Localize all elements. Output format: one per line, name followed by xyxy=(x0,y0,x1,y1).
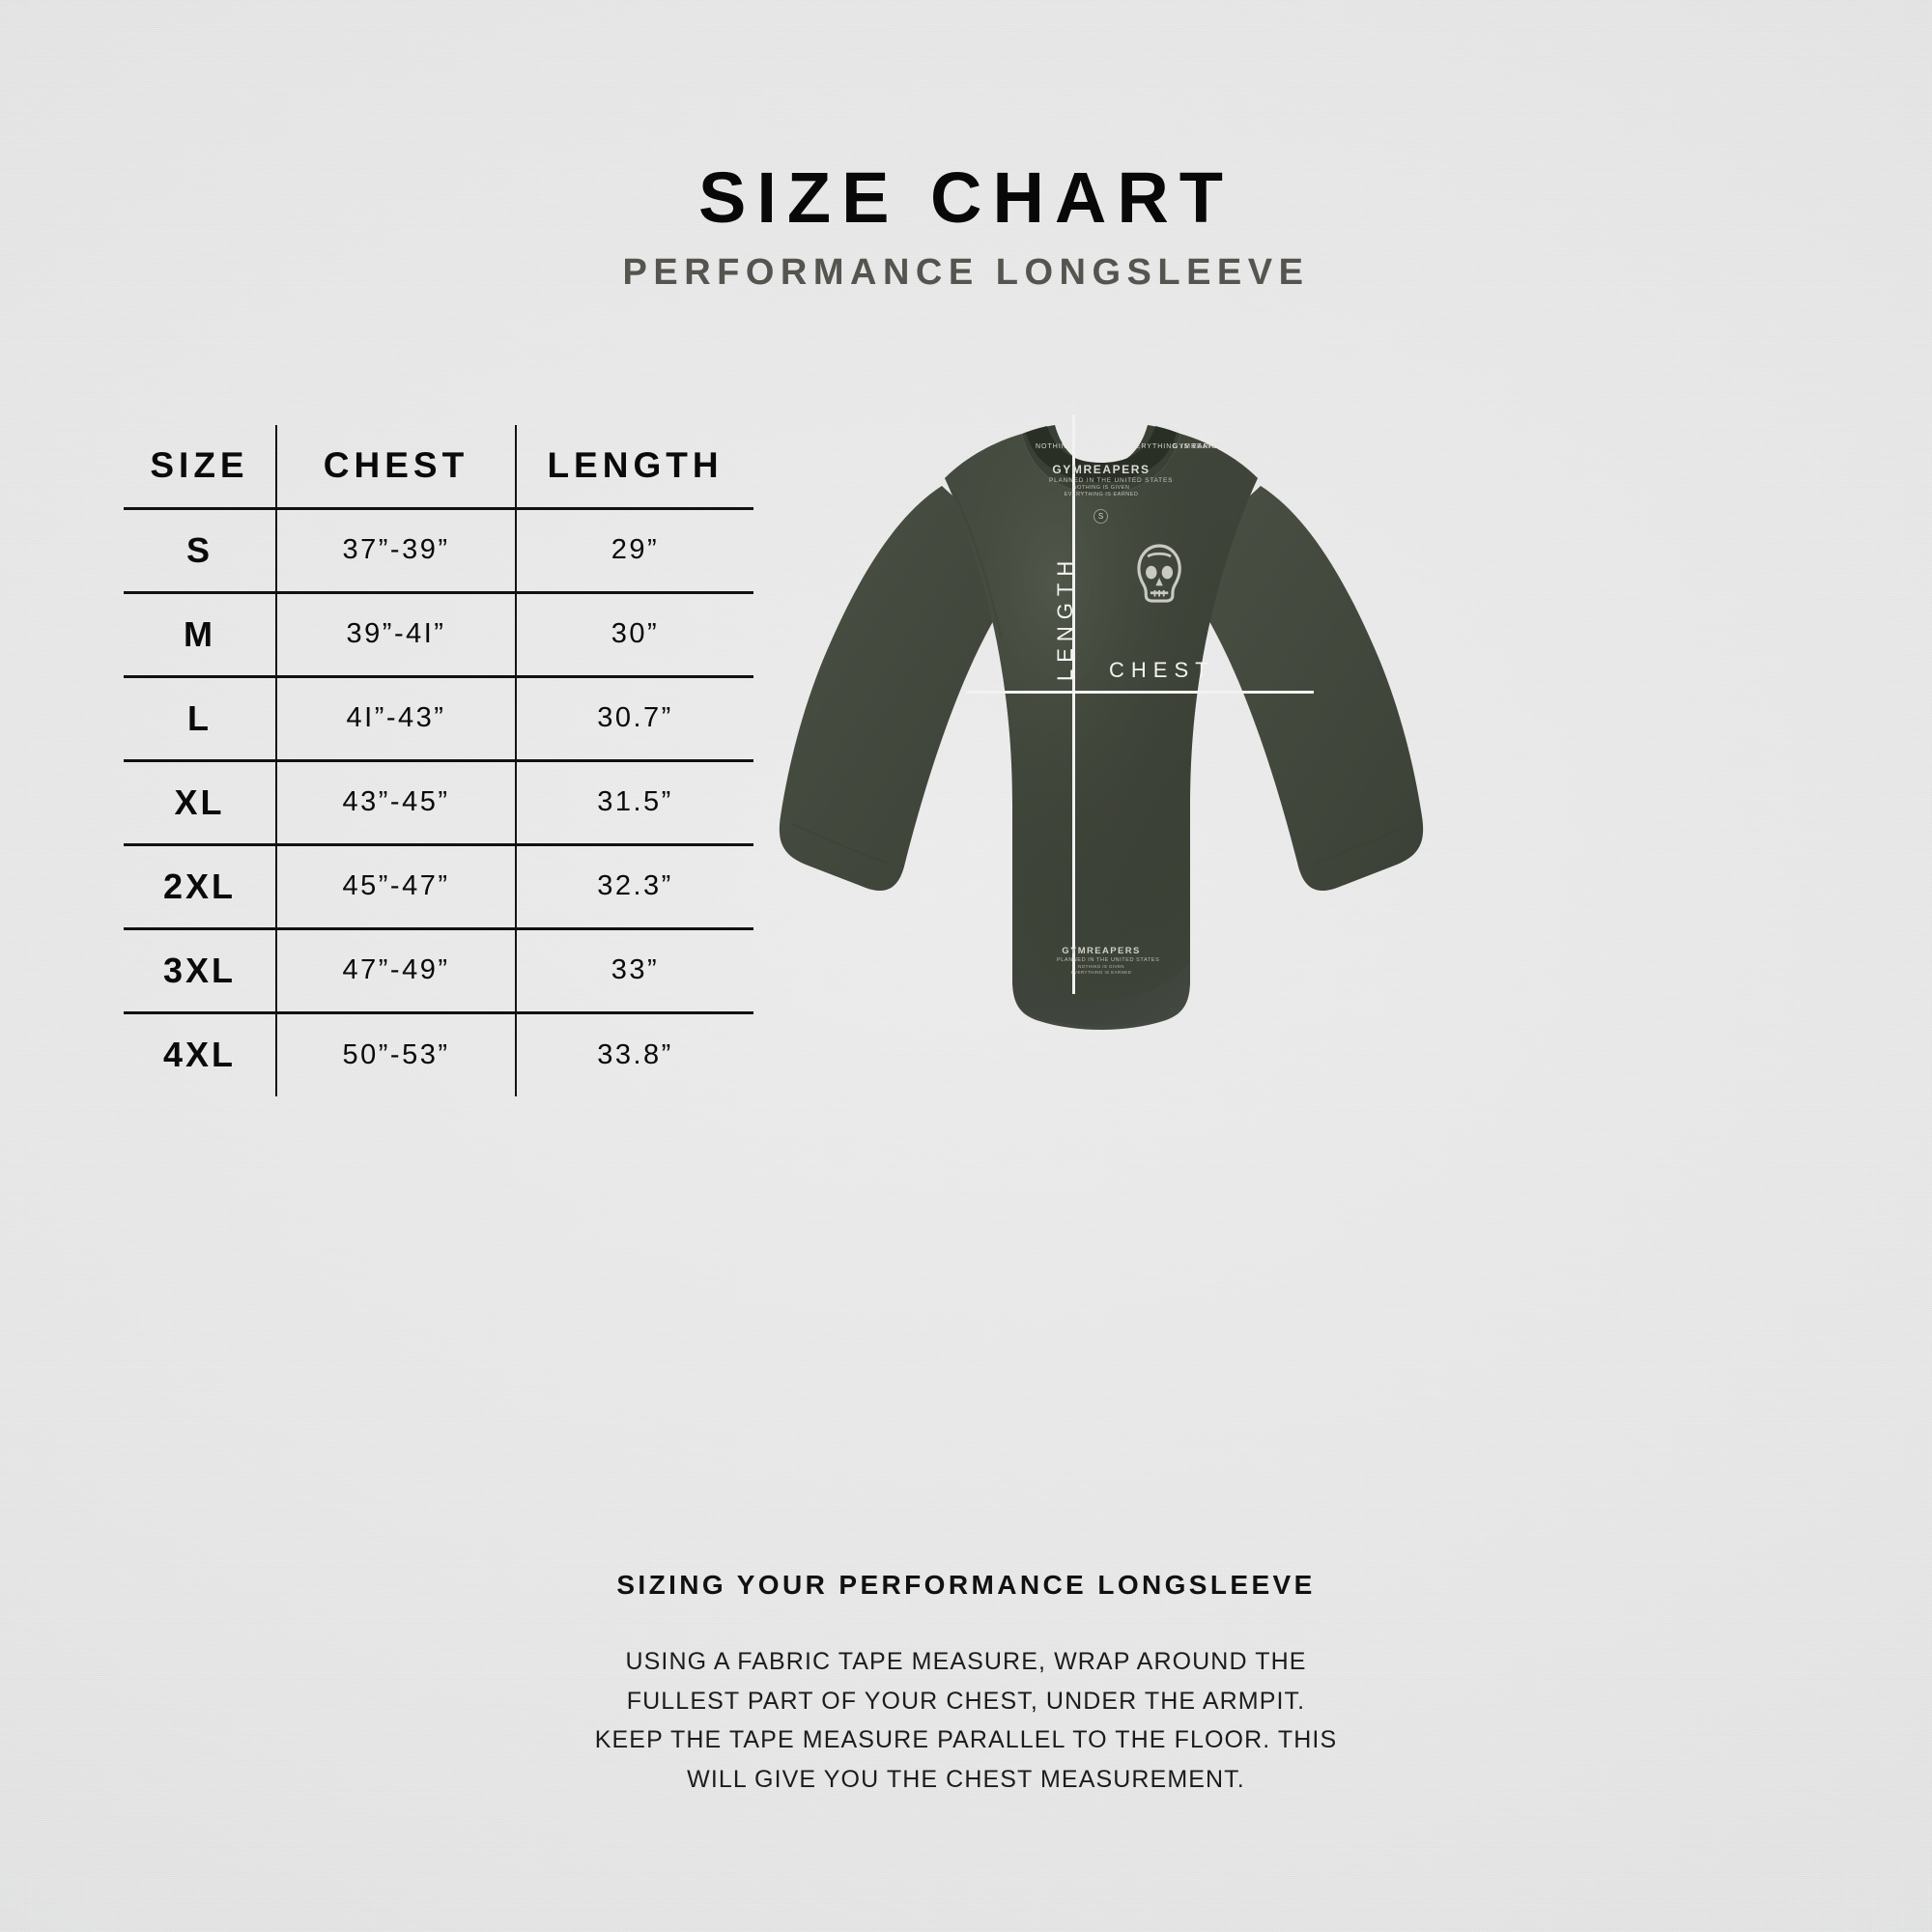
table-body: S 37”-39” 29” M 39”-4I” 30” L 4I”-43” 30… xyxy=(124,508,753,1096)
cell-chest: 4I”-43” xyxy=(275,676,516,762)
neck-tape-text-left: NOTHING IS GIVEN // EVERYTHING IS EARNED xyxy=(1036,443,1227,450)
length-measure-line xyxy=(1072,414,1075,994)
column-header-chest: CHEST xyxy=(275,425,516,510)
table-row: M 39”-4I” 30” xyxy=(124,592,753,678)
cell-length: 30” xyxy=(515,592,753,678)
chest-label: CHEST xyxy=(1109,658,1215,682)
neck-label-care1: NOTHING IS GIVEN xyxy=(1072,485,1130,492)
neck-size-badge: S xyxy=(1094,509,1108,524)
hem-label-care2: EVERYTHING IS EARNED xyxy=(1070,970,1132,976)
cell-length: 33.8” xyxy=(515,1012,753,1096)
cell-length: 29” xyxy=(515,508,753,594)
shirt-left-seam xyxy=(952,489,1002,638)
table-row: 4XL 50”-53” 33.8” xyxy=(124,1012,753,1096)
cell-size: S xyxy=(124,508,276,594)
cell-length: 31.5” xyxy=(515,760,753,846)
shirt-collar xyxy=(1022,425,1180,494)
table-row: 3XL 47”-49” 33” xyxy=(124,928,753,1014)
cell-length: 30.7” xyxy=(515,676,753,762)
product-image: LENGTH CHEST NOTHING IS GIVEN // EVERYTH… xyxy=(773,401,1430,1077)
footer-line: FULLEST PART OF YOUR CHEST, UNDER THE AR… xyxy=(626,1687,1306,1715)
shirt-left-cuff xyxy=(791,823,888,864)
table-row: L 4I”-43” 30.7” xyxy=(124,676,753,762)
hem-label-care1: NOTHING IS GIVEN xyxy=(1078,964,1124,970)
cell-size: 3XL xyxy=(124,928,276,1014)
table-row: S 37”-39” 29” xyxy=(124,508,753,594)
column-header-length: LENGTH xyxy=(515,425,753,510)
footer-line: KEEP THE TAPE MEASURE PARALLEL TO THE FL… xyxy=(594,1726,1338,1753)
footer-line: USING A FABRIC TAPE MEASURE, WRAP AROUND… xyxy=(625,1648,1307,1675)
skull-logo xyxy=(1137,544,1181,603)
footer-heading: SIZING YOUR PERFORMANCE LONGSLEEVE xyxy=(616,1570,1316,1600)
page-title: SIZE CHART xyxy=(698,157,1234,238)
footer-line: WILL GIVE YOU THE CHEST MEASUREMENT. xyxy=(687,1765,1245,1793)
cell-chest: 37”-39” xyxy=(275,508,516,594)
table-row: XL 43”-45” 31.5” xyxy=(124,760,753,846)
neck-label: GYMREAPERS PLANNED IN THE UNITED STATES … xyxy=(1049,463,1174,498)
cell-size: L xyxy=(124,676,276,762)
cell-length: 32.3” xyxy=(515,844,753,930)
neck-tape-text-brand: GYMREAPERS xyxy=(1173,443,1231,450)
size-chart-table: SIZE CHEST LENGTH S 37”-39” 29” M 39”-4I… xyxy=(124,425,753,1096)
cell-size: M xyxy=(124,592,276,678)
page-subtitle: PERFORMANCE LONGSLEEVE xyxy=(622,252,1310,293)
shirt-right-cuff xyxy=(1315,823,1411,864)
neck-label-made: PLANNED IN THE UNITED STATES xyxy=(1049,477,1174,484)
cell-chest: 39”-4I” xyxy=(275,592,516,678)
table-header-row: SIZE CHEST LENGTH xyxy=(124,425,753,510)
hem-label-brand: GYMREAPERS xyxy=(1062,946,1141,956)
shirt-right-sleeve xyxy=(1173,486,1424,892)
neck-label-brand: GYMREAPERS xyxy=(1052,463,1151,476)
cell-length: 33” xyxy=(515,928,753,1014)
cell-chest: 45”-47” xyxy=(275,844,516,930)
shirt-shading xyxy=(945,434,1258,1026)
neck-label-care2: EVERYTHING IS EARNED xyxy=(1064,492,1139,497)
cell-chest: 47”-49” xyxy=(275,928,516,1014)
cell-size: XL xyxy=(124,760,276,846)
length-label: LENGTH xyxy=(1053,554,1077,681)
table-row: 2XL 45”-47” 32.3” xyxy=(124,844,753,930)
cell-chest: 43”-45” xyxy=(275,760,516,846)
table-header: SIZE CHEST LENGTH xyxy=(124,425,753,510)
cell-size: 2XL xyxy=(124,844,276,930)
footer-instructions: USING A FABRIC TAPE MEASURE, WRAP AROUND… xyxy=(290,1642,1642,1799)
shirt-left-sleeve xyxy=(779,486,1030,892)
hem-label-made: PLANNED IN THE UNITED STATES xyxy=(1057,957,1160,964)
cell-chest: 50”-53” xyxy=(275,1012,516,1096)
cell-size: 4XL xyxy=(162,1035,237,1075)
shirt-neck-tape xyxy=(1026,426,1177,482)
column-header-size: SIZE xyxy=(124,425,276,510)
shirt-right-seam xyxy=(1201,489,1251,638)
longsleeve-shirt-illustration xyxy=(779,425,1424,1030)
chest-measure-line xyxy=(966,691,1314,694)
size-chart-table-wrapper: SIZE CHEST LENGTH S 37”-39” 29” M 39”-4I… xyxy=(124,425,753,1096)
hem-label: GYMREAPERS PLANNED IN THE UNITED STATES … xyxy=(1057,946,1160,976)
